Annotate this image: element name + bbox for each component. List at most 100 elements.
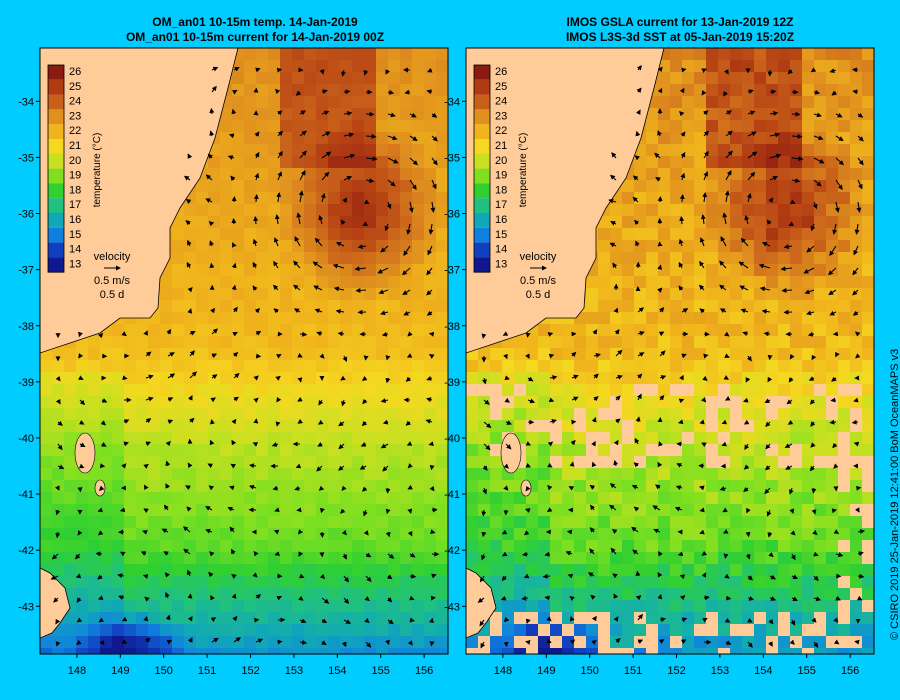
lat-tick-label: -39 <box>18 377 34 389</box>
lon-tick-label: 155 <box>372 665 390 677</box>
colorbar-swatch <box>48 65 64 80</box>
colorbar-swatch <box>48 183 64 199</box>
left-map: 26 25 24 23 22 21 20 19 18 17 16 15 14 13 temperature … <box>18 47 449 677</box>
colorbar-tick-label: 21 <box>495 140 507 152</box>
lat-tick-label: -40 <box>444 433 460 445</box>
colorbar-swatch <box>474 168 490 184</box>
lat-tick-label: -38 <box>444 321 460 333</box>
lon-tick-label: 150 <box>155 665 173 677</box>
right-map: 26 25 24 23 22 21 20 19 18 17 16 15 14 13 temperature … <box>444 47 875 677</box>
colorbar-swatch <box>48 139 64 154</box>
colorbar-swatch <box>474 198 490 213</box>
colorbar-tick-label: 17 <box>69 199 81 211</box>
colorbar-tick-label: 17 <box>495 199 507 211</box>
velocity-legend: velocity 0.5 m/s 0.5 d <box>94 251 131 301</box>
colorbar-tick-label: 20 <box>69 155 81 167</box>
velocity-label: velocity <box>520 251 557 263</box>
right-panel-title: IMOS GSLA current for 13-Jan-2019 12Z IM… <box>465 15 895 45</box>
colorbar-swatch <box>474 242 490 258</box>
lon-tick-label: 151 <box>198 665 216 677</box>
colorbar-tick-label: 26 <box>69 66 81 78</box>
colorbar-tick-label: 16 <box>69 214 81 226</box>
colorbar-swatch <box>48 94 64 110</box>
colorbar-swatch <box>48 198 64 213</box>
colorbar-tick-label: 15 <box>495 229 507 241</box>
velocity-speed: 0.5 m/s <box>94 275 131 287</box>
lat-tick-label: -36 <box>444 209 460 221</box>
colorbar-tick-label: 19 <box>495 170 507 182</box>
lat-tick-label: -34 <box>18 96 34 108</box>
lon-tick-label: 150 <box>581 665 599 677</box>
lat-tick-label: -35 <box>444 152 460 164</box>
colorbar-tick-label: 26 <box>495 66 507 78</box>
right-title-line2: IMOS L3S-3d SST at 05-Jan-2019 15:20Z <box>565 30 795 44</box>
lon-tick-label: 152 <box>667 665 685 677</box>
colorbar-tick-label: 14 <box>495 244 507 256</box>
right-title-line1: IMOS GSLA current for 13-Jan-2019 12Z <box>566 15 794 29</box>
lon-tick-label: 156 <box>841 665 859 677</box>
colorbar-swatch <box>48 168 64 184</box>
colorbar-swatch <box>474 94 490 110</box>
colorbar-swatch <box>474 213 490 228</box>
colorbar-swatch <box>474 183 490 199</box>
colorbar-tick-label: 14 <box>69 244 81 256</box>
colorbar: 26 25 24 23 22 21 20 19 18 17 16 15 14 13 temperature … <box>473 64 529 273</box>
lon-tick-label: 153 <box>711 665 729 677</box>
lat-tick-label: -41 <box>444 489 460 501</box>
lon-tick-label: 151 <box>624 665 642 677</box>
velocity-duration: 0.5 d <box>100 289 124 301</box>
lon-tick-label: 155 <box>798 665 816 677</box>
colorbar-swatch <box>48 242 64 258</box>
left-title-line2: OM_an01 10-15m current for 14-Jan-2019 0… <box>125 30 385 44</box>
colorbar-tick-label: 23 <box>495 110 507 122</box>
colorbar-swatch <box>474 139 490 154</box>
lon-tick-label: 148 <box>68 665 86 677</box>
axis-labels: -34 -35 -36 -37 -38 -39 -40 -41 -42 -43 148 149 150 1… <box>444 96 859 677</box>
lat-tick-label: -37 <box>444 265 460 277</box>
lat-tick-label: -36 <box>18 209 34 221</box>
lat-tick-label: -35 <box>18 152 34 164</box>
colorbar: 26 25 24 23 22 21 20 19 18 17 16 15 14 13 temperature … <box>47 64 103 273</box>
colorbar-swatch <box>48 257 64 273</box>
velocity-duration: 0.5 d <box>526 289 550 301</box>
colorbar-tick-label: 18 <box>495 184 507 196</box>
lat-tick-label: -40 <box>18 433 34 445</box>
colorbar-tick-label: 23 <box>69 110 81 122</box>
lat-tick-label: -43 <box>18 601 34 613</box>
colorbar-swatch <box>48 227 64 243</box>
lon-tick-label: 156 <box>415 665 433 677</box>
velocity-legend: velocity 0.5 m/s 0.5 d <box>520 251 557 301</box>
lon-tick-label: 152 <box>241 665 259 677</box>
colorbar-tick-label: 25 <box>495 81 507 93</box>
colorbar-swatch <box>48 109 64 125</box>
colorbar-swatch <box>474 227 490 243</box>
colorbar-tick-label: 25 <box>69 81 81 93</box>
colorbar-swatch <box>474 65 490 80</box>
colorbar-tick-label: 13 <box>69 258 81 270</box>
left-panel-title: OM_an01 10-15m temp. 14-Jan-2019 OM_an01… <box>40 15 470 45</box>
colorbar-swatch <box>48 213 64 228</box>
colorbar-swatch <box>48 79 64 95</box>
colorbar-tick-label: 13 <box>495 258 507 270</box>
current-vectors <box>477 65 866 649</box>
current-vectors <box>50 66 440 648</box>
colorbar-tick-label: 21 <box>69 140 81 152</box>
lon-tick-label: 154 <box>328 665 346 677</box>
colorbar-swatch <box>474 124 490 139</box>
left-title-line1: OM_an01 10-15m temp. 14-Jan-2019 <box>152 15 358 29</box>
colorbar-tick-label: 16 <box>495 214 507 226</box>
colorbar-swatch <box>48 124 64 139</box>
velocity-label: velocity <box>94 251 131 263</box>
colorbar-tick-label: 22 <box>495 125 507 137</box>
lat-tick-label: -42 <box>444 545 460 557</box>
colorbar-tick-label: 15 <box>69 229 81 241</box>
colorbar-swatch <box>474 257 490 273</box>
axis-labels: -34 -35 -36 -37 -38 -39 -40 -41 -42 -43 148 149 150 1… <box>18 96 433 677</box>
lat-tick-label: -37 <box>18 265 34 277</box>
credit-text: © CSIRO 2019 25-Jan-2019 12:41:00 BoM Oc… <box>889 348 900 640</box>
lon-tick-label: 149 <box>537 665 555 677</box>
lat-tick-label: -42 <box>18 545 34 557</box>
lon-tick-label: 149 <box>111 665 129 677</box>
colorbar-title: temperature (°C) <box>92 133 103 208</box>
